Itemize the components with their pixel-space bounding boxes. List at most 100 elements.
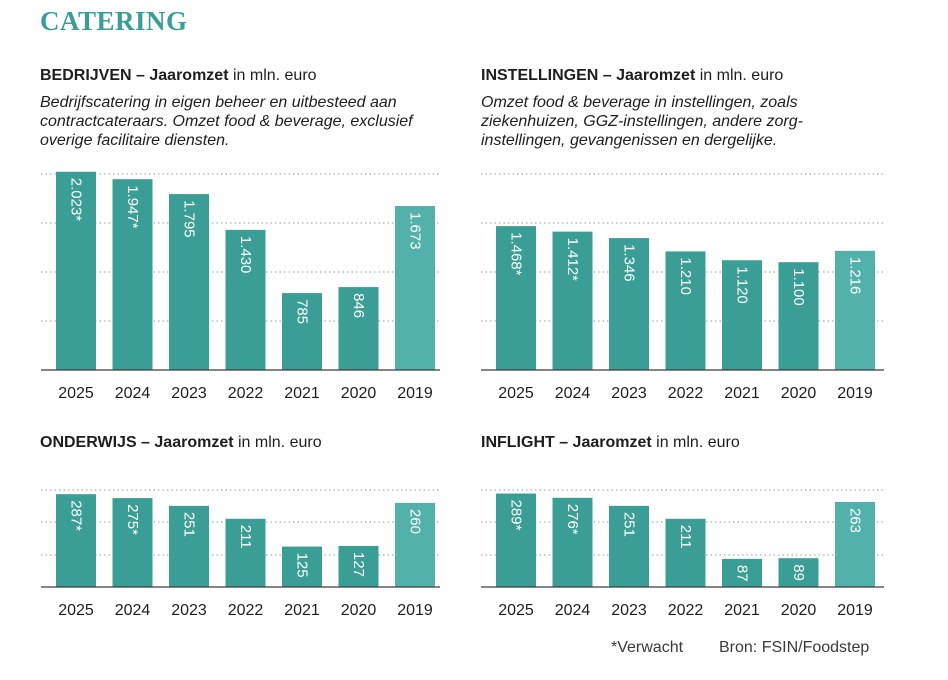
bedrijven-value-label-2022: 1.430 xyxy=(237,236,254,274)
bedrijven-heading: BEDRIJVEN – Jaaromzet in mln. euro xyxy=(40,66,317,86)
onderwijs-tick-2025: 2025 xyxy=(58,602,94,619)
instellingen-unit: in mln. euro xyxy=(695,67,784,84)
onderwijs-bar-2022 xyxy=(225,518,266,587)
bedrijven-bar-2025 xyxy=(56,171,96,370)
inflight-bar-2024 xyxy=(552,497,593,587)
bedrijven-value-label-2023: 1.795 xyxy=(181,200,198,238)
instellingen-tick-2023: 2023 xyxy=(611,385,647,402)
instellingen-tick-2025: 2025 xyxy=(498,385,534,402)
onderwijs-bar-2024 xyxy=(112,498,153,587)
instellingen-tick-2020: 2020 xyxy=(781,385,817,402)
bedrijven-bar-2019 xyxy=(395,206,435,370)
instellingen-bar-2023 xyxy=(609,238,649,370)
onderwijs-unit: in mln. euro xyxy=(233,434,322,451)
onderwijs-tick-2022: 2022 xyxy=(228,602,264,619)
bedrijven-unit: in mln. euro xyxy=(228,67,317,84)
bedrijven-tick-2025: 2025 xyxy=(58,385,94,402)
instellingen-heading: INSTELLINGEN – Jaaromzet in mln. euro xyxy=(481,66,783,86)
onderwijs-value-label-2023: 251 xyxy=(181,512,198,537)
inflight-value-label-2022: 211 xyxy=(677,525,694,549)
instellingen-value-label-2021: 1.120 xyxy=(734,266,751,304)
inflight-chart: 289* 2025 276* 2024 251 2023 211 2022 87 2021 89 20… xyxy=(481,489,884,619)
instellingen-value-label-2019: 1.216 xyxy=(847,257,864,295)
inflight-tick-2020: 2020 xyxy=(781,602,817,619)
instellingen-bar-2022 xyxy=(665,251,706,370)
instellingen-description: Omzet food & beverage in instellingen, z… xyxy=(481,94,803,149)
onderwijs-tick-2024: 2024 xyxy=(115,602,151,619)
instellingen-value-label-2024: 1.412* xyxy=(564,238,581,282)
inflight-tick-2019: 2019 xyxy=(837,602,873,619)
bedrijven-tick-2023: 2023 xyxy=(171,385,207,402)
onderwijs-value-label-2021: 125 xyxy=(294,553,311,578)
bedrijven-tick-2020: 2020 xyxy=(341,385,377,402)
bedrijven-bar-2024 xyxy=(112,179,153,370)
bedrijven-title: BEDRIJVEN – Jaaromzet xyxy=(40,67,229,84)
instellingen-bar-2019 xyxy=(835,250,875,370)
inflight-tick-2022: 2022 xyxy=(668,602,704,619)
inflight-heading: INFLIGHT – Jaaromzet in mln. euro xyxy=(481,433,740,453)
instellingen-chart: 1.468* 2025 1.412* 2024 1.346 2023 1.210 2022 1.… xyxy=(481,173,884,402)
inflight-tick-2024: 2024 xyxy=(555,602,591,619)
instellingen-value-label-2020: 1.100 xyxy=(790,268,807,306)
onderwijs-value-label-2019: 260 xyxy=(406,509,423,534)
onderwijs-tick-2021: 2021 xyxy=(284,602,320,619)
bedrijven-value-label-2019: 1.673 xyxy=(407,212,424,250)
inflight-value-label-2019: 263 xyxy=(847,508,864,533)
bedrijven-value-label-2024: 1.947* xyxy=(124,185,141,229)
bedrijven-value-label-2021: 785 xyxy=(294,299,311,324)
inflight-bar-2020 xyxy=(778,558,819,587)
onderwijs-chart: 287* 2025 275* 2024 251 2023 211 2022 125 2021 127… xyxy=(41,489,440,619)
bedrijven-bar-2023 xyxy=(169,194,209,370)
instellingen-value-label-2023: 1.346 xyxy=(621,244,638,282)
inflight-bar-2022 xyxy=(665,518,706,587)
inflight-value-label-2025: 289* xyxy=(508,500,525,531)
inflight-tick-2025: 2025 xyxy=(498,602,534,619)
onderwijs-tick-2020: 2020 xyxy=(341,602,377,619)
inflight-unit: in mln. euro xyxy=(651,434,740,451)
inflight-tick-2023: 2023 xyxy=(611,602,647,619)
inflight-tick-2021: 2021 xyxy=(724,602,760,619)
page-title: CATERING xyxy=(40,6,188,36)
instellingen-tick-2019: 2019 xyxy=(837,385,873,402)
onderwijs-heading: ONDERWIJS – Jaaromzet in mln. euro xyxy=(40,433,322,453)
instellingen-value-label-2025: 1.468* xyxy=(508,232,525,276)
inflight-bar-2025 xyxy=(496,493,536,587)
source-credit: Bron: FSIN/Foodstep xyxy=(719,639,870,656)
instellingen-bar-2021 xyxy=(722,260,762,370)
instellingen-bar-2024 xyxy=(552,231,593,370)
onderwijs-bar-2020 xyxy=(338,545,379,587)
onderwijs-bar-2025 xyxy=(56,494,96,587)
inflight-value-label-2023: 251 xyxy=(621,512,638,537)
inflight-value-label-2021: 87 xyxy=(734,565,751,582)
instellingen-title: INSTELLINGEN – Jaaromzet xyxy=(481,67,696,84)
inflight-bar-2021 xyxy=(722,558,762,587)
instellingen-tick-2022: 2022 xyxy=(668,385,704,402)
inflight-bar-2019 xyxy=(835,501,875,587)
bedrijven-bar-2021 xyxy=(282,293,322,370)
bedrijven-bar-2022 xyxy=(225,229,266,370)
bedrijven-value-label-2020: 846 xyxy=(350,293,367,318)
onderwijs-tick-2019: 2019 xyxy=(397,602,433,619)
onderwijs-value-label-2025: 287* xyxy=(68,500,85,531)
bedrijven-chart: 2.023* 2025 1.947* 2024 1.795 2023 1.430 2022 78… xyxy=(41,171,440,402)
instellingen-tick-2021: 2021 xyxy=(724,385,760,402)
footnote-expected: *Verwacht xyxy=(611,639,684,656)
instellingen-tick-2024: 2024 xyxy=(555,385,591,402)
inflight-value-label-2020: 89 xyxy=(790,564,807,581)
bedrijven-description: Bedrijfscatering in eigen beheer en uitb… xyxy=(40,94,413,149)
onderwijs-tick-2023: 2023 xyxy=(171,602,207,619)
bedrijven-value-label-2025: 2.023* xyxy=(68,178,85,222)
onderwijs-bar-2023 xyxy=(169,505,209,587)
bedrijven-tick-2019: 2019 xyxy=(397,385,433,402)
instellingen-value-label-2022: 1.210 xyxy=(677,257,694,295)
bedrijven-bar-2020 xyxy=(338,287,379,370)
onderwijs-bar-2021 xyxy=(282,546,322,587)
onderwijs-value-label-2024: 275* xyxy=(124,504,141,535)
inflight-bar-2023 xyxy=(609,505,649,587)
inflight-value-label-2024: 276* xyxy=(564,504,581,535)
bedrijven-tick-2024: 2024 xyxy=(115,385,151,402)
bedrijven-tick-2021: 2021 xyxy=(284,385,320,402)
onderwijs-value-label-2020: 127 xyxy=(350,552,367,577)
onderwijs-bar-2019 xyxy=(395,502,435,587)
